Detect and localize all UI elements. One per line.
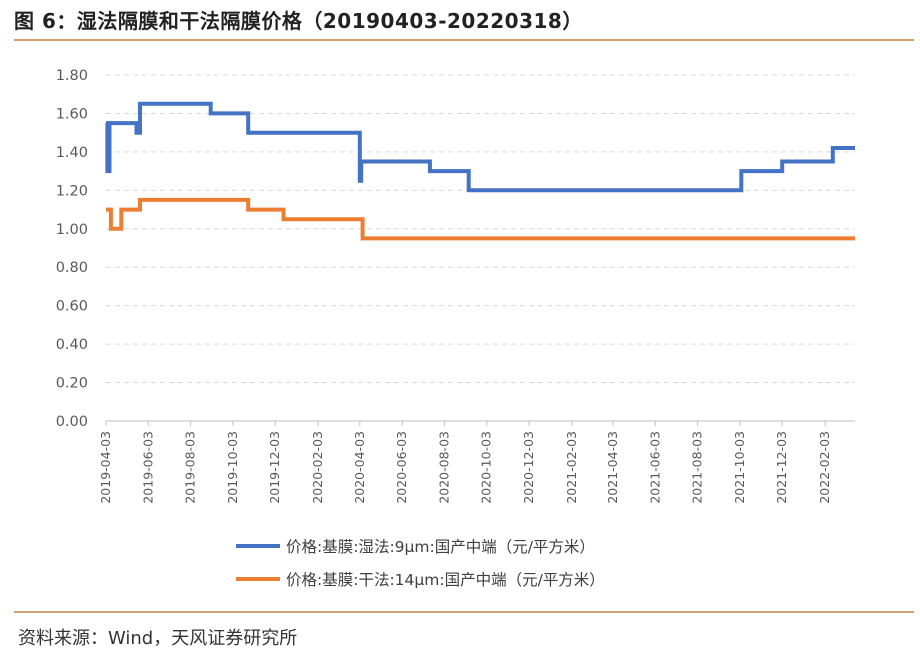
x-tick-label: 2020-06-03: [394, 431, 409, 504]
y-tick-label: 1.80: [56, 68, 88, 84]
y-tick-label: 0.00: [56, 414, 88, 430]
y-tick-label: 0.20: [56, 376, 88, 392]
x-tick-label: 2019-12-03: [267, 431, 282, 504]
x-tick-label: 2019-10-03: [225, 431, 240, 504]
x-tick-label: 2019-04-03: [98, 431, 113, 504]
legend: 价格:基膜:湿法:9μm:国产中端（元/平方米） 价格:基膜:干法:14μm:国产…: [236, 538, 605, 589]
y-tick-label: 1.00: [56, 222, 88, 238]
x-tick-label: 2019-06-03: [140, 431, 155, 504]
x-tick-label: 2020-10-03: [479, 431, 494, 504]
y-tick-label: 1.20: [56, 183, 88, 199]
x-tick-label: 2021-10-03: [732, 431, 747, 504]
x-tick-label: 2021-04-03: [605, 431, 620, 504]
title-divider: [14, 39, 914, 41]
line-chart: 0.00 0.20 0.40 0.60 0.80 1.00 1.20 1.40 1.60 1.80…: [56, 68, 855, 589]
chart-title: 图 6：湿法隔膜和干法隔膜价格（20190403-20220318）: [14, 9, 583, 33]
source-note: 资料来源：Wind，天风证券研究所: [18, 628, 298, 649]
x-tick-label: 2021-08-03: [690, 431, 705, 504]
y-tick-label: 1.40: [56, 145, 88, 161]
x-axis-labels: 2019-04-03 2019-06-03 2019-08-03 2019-10-03…: [98, 431, 832, 504]
y-axis-labels: 0.00 0.20 0.40 0.60 0.80 1.00 1.20 1.40 1.60 1.80: [56, 68, 88, 430]
x-tick-label: 2022-02-03: [817, 431, 832, 504]
y-tick-label: 0.60: [56, 299, 88, 315]
legend-label-1: 价格:基膜:干法:14μm:国产中端（元/平方米）: [286, 571, 605, 589]
y-tick-label: 0.80: [56, 260, 88, 276]
footer-divider: [14, 611, 914, 613]
series-lines: [105, 101, 855, 241]
legend-label-0: 价格:基膜:湿法:9μm:国产中端（元/平方米）: [286, 538, 595, 556]
x-tick-label: 2021-02-03: [564, 431, 579, 504]
x-tick-label: 2020-12-03: [521, 431, 536, 504]
grid-lines: [106, 74, 855, 384]
y-tick-label: 0.40: [56, 337, 88, 353]
x-tick-label: 2020-08-03: [436, 431, 451, 504]
x-tick-label: 2019-08-03: [183, 431, 198, 504]
series-line-1: [106, 197, 855, 241]
x-axis: [105, 420, 855, 426]
y-tick-label: 1.60: [56, 106, 88, 122]
x-tick-label: 2020-04-03: [352, 431, 367, 504]
x-tick-label: 2021-06-03: [647, 431, 662, 504]
x-tick-label: 2020-02-03: [310, 431, 325, 504]
x-tick-label: 2021-12-03: [774, 431, 789, 504]
series-line-0: [105, 101, 855, 193]
